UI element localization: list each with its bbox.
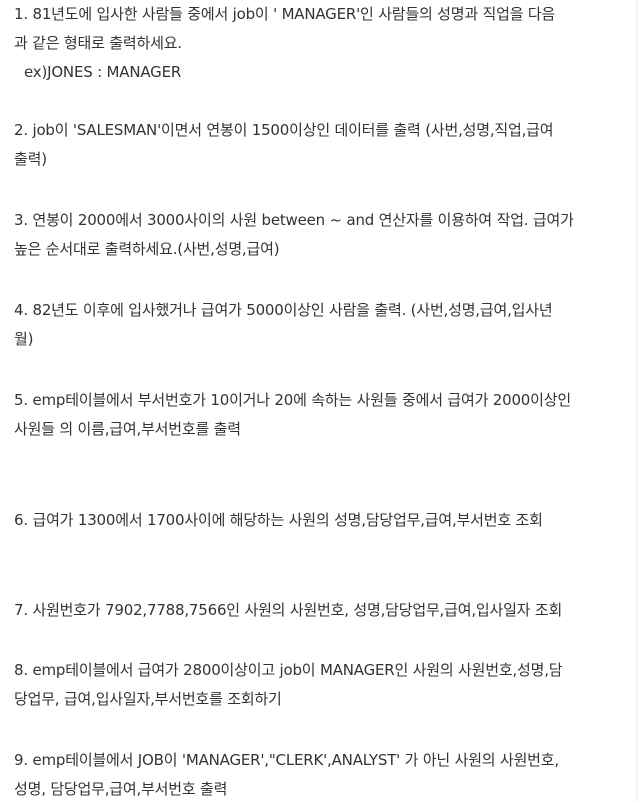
question-line: 3. 연봉이 2000에서 3000사이의 사원 between ~ and 연…: [14, 211, 574, 229]
question-7: 7. 사원번호가 7902,7788,7566인 사원의 사원번호, 성명,담당…: [14, 596, 634, 625]
question-line: 높은 순서대로 출력하세요.(사번,성명,급여): [14, 240, 280, 258]
question-1: 1. 81년도에 입사한 사람들 중에서 job이 ' MANAGER'인 사람…: [14, 0, 634, 87]
question-line: 1. 81년도에 입사한 사람들 중에서 job이 ' MANAGER'인 사람…: [14, 5, 556, 23]
question-line: 6. 급여가 1300에서 1700사이에 해당하는 사원의 성명,담당업무,급…: [14, 511, 543, 529]
question-line: 당업무, 급여,입사일자,부서번호를 조회하기: [14, 690, 282, 708]
question-5: 5. emp테이블에서 부서번호가 10이거나 20에 속하는 사원들 중에서 …: [14, 386, 634, 444]
question-line: 2. job이 'SALESMAN'이면서 연봉이 1500이상인 데이터를 출…: [14, 121, 554, 139]
question-9: 9. emp테이블에서 JOB이 'MANAGER',"CLERK',ANALY…: [14, 746, 634, 804]
question-line: 5. emp테이블에서 부서번호가 10이거나 20에 속하는 사원들 중에서 …: [14, 391, 571, 409]
question-line: 7. 사원번호가 7902,7788,7566인 사원의 사원번호, 성명,담당…: [14, 601, 563, 619]
question-8: 8. emp테이블에서 급여가 2800이상이고 job이 MANAGER인 사…: [14, 656, 634, 714]
question-line: 사원들 의 이름,급여,부서번호를 출력: [14, 420, 241, 438]
question-3: 3. 연봉이 2000에서 3000사이의 사원 between ~ and 연…: [14, 206, 634, 264]
question-6: 6. 급여가 1300에서 1700사이에 해당하는 사원의 성명,담당업무,급…: [14, 506, 634, 535]
question-line: 과 같은 형태로 출력하세요.: [14, 34, 182, 52]
example-line: ex)JONES : MANAGER: [24, 63, 182, 81]
question-line: 9. emp테이블에서 JOB이 'MANAGER',"CLERK',ANALY…: [14, 751, 559, 769]
question-2: 2. job이 'SALESMAN'이면서 연봉이 1500이상인 데이터를 출…: [14, 116, 634, 174]
question-line: 8. emp테이블에서 급여가 2800이상이고 job이 MANAGER인 사…: [14, 661, 563, 679]
question-line: 4. 82년도 이후에 입사했거나 급여가 5000이상인 사람을 출력. (사…: [14, 301, 553, 319]
right-edge-divider: [636, 0, 638, 802]
question-line: 출력): [14, 150, 47, 168]
question-line: 성명, 담당업무,급여,부서번호 출력: [14, 780, 228, 798]
question-4: 4. 82년도 이후에 입사했거나 급여가 5000이상인 사람을 출력. (사…: [14, 296, 634, 354]
question-line: 월): [14, 330, 34, 348]
